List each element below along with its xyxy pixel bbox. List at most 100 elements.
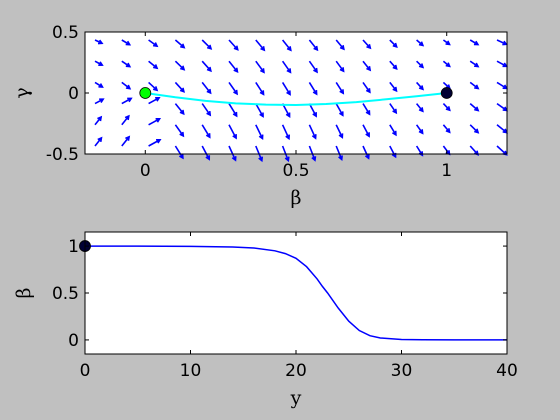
field-arrow xyxy=(308,103,317,117)
field-arrowhead xyxy=(313,67,318,74)
field-arrow xyxy=(389,124,397,136)
field-arrowhead xyxy=(339,67,345,73)
field-arrowhead xyxy=(445,128,451,134)
field-arrow xyxy=(174,81,185,93)
field-arrow xyxy=(255,81,265,95)
field-arrow xyxy=(201,145,210,160)
field-arrow xyxy=(228,145,237,161)
field-arrow xyxy=(335,39,345,50)
field-arrow xyxy=(121,136,130,147)
ytick-label: 0 xyxy=(68,331,79,351)
field-arrow xyxy=(148,39,158,47)
field-arrow xyxy=(469,145,479,156)
field-arrowhead xyxy=(285,112,291,118)
marker-1 xyxy=(440,87,453,99)
field-arrow xyxy=(174,124,184,137)
field-arrow xyxy=(308,124,317,139)
field-arrowhead xyxy=(364,154,370,160)
field-arrowhead xyxy=(338,133,344,139)
field-arrowhead xyxy=(233,67,239,74)
field-arrow xyxy=(469,102,479,112)
field-arrowhead xyxy=(156,138,162,144)
field-arrow xyxy=(228,39,239,51)
field-arrow xyxy=(201,103,211,116)
xtick-label: 30 xyxy=(391,361,413,381)
field-arrow xyxy=(228,81,238,95)
field-arrowhead xyxy=(179,109,185,116)
field-arrowhead xyxy=(311,156,317,162)
field-arrowhead xyxy=(97,115,103,122)
field-arrowhead xyxy=(125,40,132,46)
field-arrowhead xyxy=(259,68,265,74)
field-arrow xyxy=(335,145,343,160)
field-arrow xyxy=(281,39,292,51)
field-arrow xyxy=(148,139,161,147)
field-arrowhead xyxy=(365,110,371,116)
field-arrowhead xyxy=(233,89,239,96)
field-arrow xyxy=(469,124,479,134)
field-arrow xyxy=(281,124,290,139)
field-arrowhead xyxy=(125,84,132,90)
field-arrowhead xyxy=(445,106,451,112)
field-arrow xyxy=(201,124,211,138)
vector-field xyxy=(94,39,509,163)
field-arrowhead xyxy=(179,87,185,93)
field-arrow xyxy=(201,81,212,94)
field-arrowhead xyxy=(179,131,185,138)
field-arrow xyxy=(255,103,264,117)
field-arrowhead xyxy=(338,155,343,161)
field-arrowhead xyxy=(232,134,237,140)
beta-profile-axes-bg xyxy=(85,232,507,354)
beta-profile-ticks: 0 10 20 30 40 1 0.5 0 xyxy=(52,232,518,381)
field-arrowhead xyxy=(311,134,317,140)
field-arrow xyxy=(308,81,318,95)
field-arrowhead xyxy=(392,130,397,137)
field-arrow xyxy=(281,145,290,161)
beta-profile-ylabel: β xyxy=(13,287,35,298)
field-arrow xyxy=(389,60,398,70)
field-arrowhead xyxy=(474,128,480,134)
field-arrow xyxy=(255,124,264,139)
field-arrowhead xyxy=(180,43,186,49)
field-arrowhead xyxy=(365,132,370,138)
field-arrow xyxy=(174,60,185,71)
field-arrow xyxy=(121,97,132,105)
field-arrowhead xyxy=(152,64,159,70)
field-arrowhead xyxy=(339,45,345,51)
field-arrowhead xyxy=(259,90,265,96)
field-arrow xyxy=(281,81,291,95)
field-arrow xyxy=(201,39,212,50)
field-arrowhead xyxy=(418,85,424,91)
field-arrowhead xyxy=(365,88,371,94)
xtick-label: 1 xyxy=(441,161,452,181)
field-arrow xyxy=(148,81,158,91)
ytick-label: -0.5 xyxy=(46,145,79,165)
field-arrowhead xyxy=(392,42,398,48)
field-arrowhead xyxy=(286,46,292,52)
field-arrowhead xyxy=(418,107,424,113)
phase-plane-xlabel: β xyxy=(291,187,302,209)
field-arrow xyxy=(281,60,292,73)
field-arrow xyxy=(335,124,344,138)
field-arrowhead xyxy=(205,133,211,139)
field-arrowhead xyxy=(206,44,213,50)
field-arrowhead xyxy=(502,62,508,68)
field-arrow xyxy=(148,97,160,105)
field-arrowhead xyxy=(232,111,238,118)
field-arrowhead xyxy=(178,153,184,160)
field-arrow xyxy=(228,103,238,117)
phase-plane-plot: 0 0.5 1 0.5 0 -0.5 β γ xyxy=(11,23,509,209)
field-arrowhead xyxy=(366,66,372,72)
beta-profile-xlabel: y xyxy=(290,387,302,409)
field-arrowhead xyxy=(97,39,104,45)
beta-profile-line xyxy=(85,245,507,341)
field-arrowhead xyxy=(474,84,480,90)
field-arrow xyxy=(335,103,344,116)
field-arrowhead xyxy=(260,46,266,52)
field-arrowhead xyxy=(152,42,159,48)
field-arrow xyxy=(148,118,160,126)
field-arrow xyxy=(255,60,265,73)
field-arrowhead xyxy=(98,83,104,88)
field-arrow xyxy=(389,103,397,114)
field-arrowhead xyxy=(312,112,317,118)
